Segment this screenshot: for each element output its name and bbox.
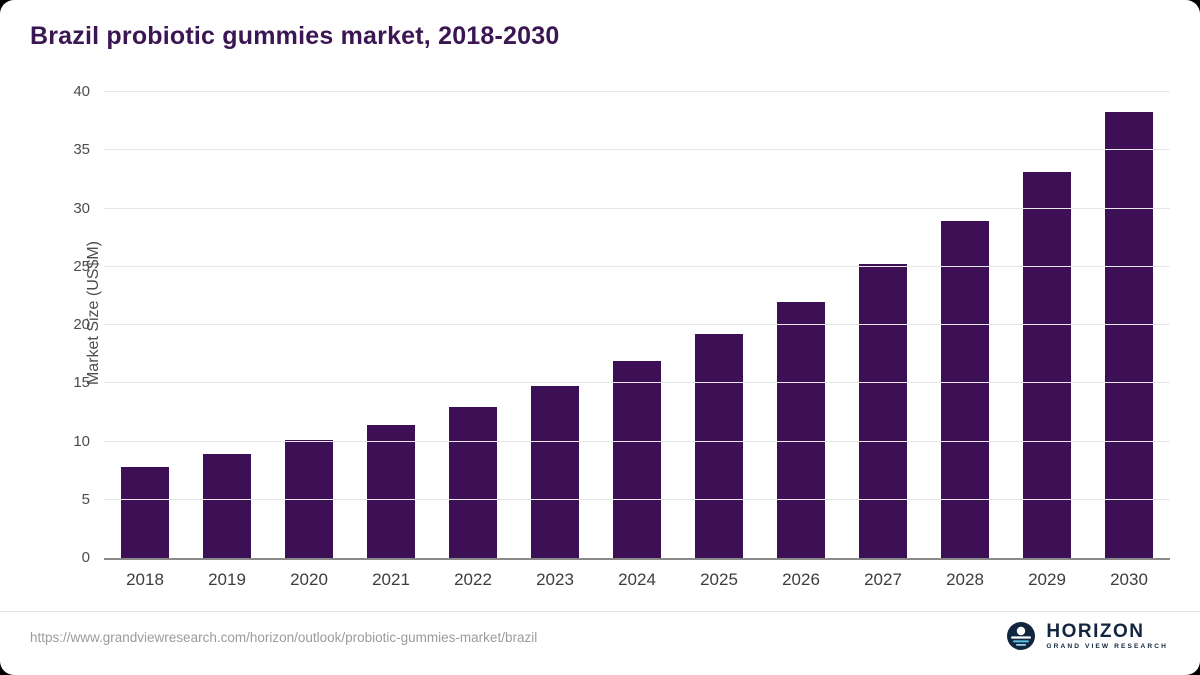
bar-slot (104, 92, 186, 558)
gridline (104, 149, 1170, 151)
gridline (104, 382, 1170, 384)
x-tick-label-2019: 2019 (208, 570, 246, 589)
y-axis-ticks: 0 5 10 15 20 25 30 35 40 (52, 83, 90, 566)
bar-chart: Market Size (US$M) 0 5 10 15 20 25 30 35 40 2018… (30, 78, 1170, 589)
bar-slot (432, 92, 514, 558)
x-tick-label-2029: 2029 (1028, 570, 1066, 589)
x-tick-label-2021: 2021 (372, 570, 410, 589)
gridline (104, 91, 1170, 92)
y-tick-label: 30 (73, 199, 90, 217)
bar-2028 (941, 221, 989, 558)
x-tick-label-2022: 2022 (454, 570, 492, 589)
source-url: https://www.grandviewresearch.com/horizo… (30, 630, 538, 645)
bar-2021 (367, 425, 415, 558)
y-tick-label: 40 (73, 83, 90, 100)
bar-slot (842, 92, 924, 558)
gridline (104, 265, 1170, 267)
x-tick-label-2025: 2025 (700, 570, 738, 589)
bar-2019 (203, 454, 251, 558)
bar-2018 (121, 467, 169, 558)
gridline (104, 498, 1170, 500)
y-tick-label: 0 (81, 549, 90, 566)
bar-2022 (449, 406, 497, 558)
x-tick-label-2027: 2027 (864, 570, 902, 589)
bar-2029 (1023, 172, 1071, 558)
horizon-logo: HORIZON GRAND VIEW RESEARCH (1005, 620, 1168, 652)
x-tick-label-2024: 2024 (618, 570, 656, 589)
bar-2030 (1105, 111, 1153, 558)
bar-slot (678, 92, 760, 558)
bar-2023 (531, 385, 579, 558)
bar-2027 (859, 264, 907, 558)
y-tick-label: 10 (73, 432, 90, 450)
x-tick-label-2026: 2026 (782, 570, 820, 589)
gridline (104, 324, 1170, 325)
bar-slot (350, 92, 432, 558)
y-tick-label: 25 (73, 257, 90, 275)
gridline (104, 440, 1170, 442)
bar-slot (268, 92, 350, 558)
x-axis-ticks: 2018 2019 2020 2021 2022 2023 2024 2025 2026 2027… (104, 570, 1170, 590)
y-tick-label: 35 (73, 141, 90, 159)
horizon-logo-icon (1007, 622, 1036, 650)
bar-slot (596, 92, 678, 558)
x-tick-label-2018: 2018 (126, 570, 164, 589)
bars-container (104, 92, 1170, 558)
y-tick-label: 15 (73, 374, 90, 392)
bar-2024 (613, 361, 661, 558)
logo-text: HORIZON GRAND VIEW RESEARCH (1046, 622, 1168, 651)
x-tick-label-2020: 2020 (290, 570, 328, 589)
x-tick-label-2028: 2028 (946, 570, 984, 589)
bar-2026 (777, 301, 825, 558)
chart-title: Brazil probiotic gummies market, 2018-20… (30, 22, 560, 50)
bar-slot (924, 92, 1006, 558)
logo-subtext: GRAND VIEW RESEARCH (1046, 642, 1168, 650)
x-tick-label-2030: 2030 (1110, 570, 1148, 589)
bar-2025 (695, 334, 743, 558)
x-tick-label-2023: 2023 (536, 570, 574, 589)
bar-slot (1006, 92, 1088, 558)
bar-slot (186, 92, 268, 558)
logo-name: HORIZON (1046, 620, 1145, 642)
bar-slot (760, 92, 842, 558)
bar-slot (1088, 92, 1170, 558)
bar-slot (514, 92, 596, 558)
y-tick-label: 20 (73, 316, 90, 333)
plot-area (104, 91, 1170, 560)
gridline (104, 207, 1170, 209)
footer-divider (0, 611, 1200, 612)
y-tick-label: 5 (81, 490, 90, 508)
